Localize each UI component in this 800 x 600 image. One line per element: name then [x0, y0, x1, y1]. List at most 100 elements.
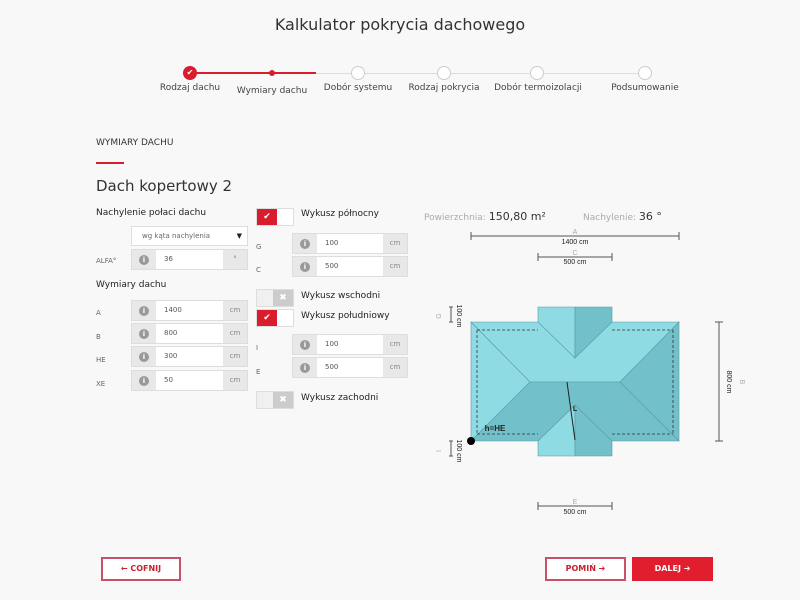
next-button[interactable]: DALEJ ➔	[632, 557, 713, 581]
field-label: B	[96, 333, 101, 341]
dim-g-letter: G	[436, 313, 443, 318]
step-label[interactable]: Wymiary dachu	[236, 86, 308, 96]
slope-label: Nachylenie połaci dachu	[96, 208, 207, 218]
info-icon[interactable]: i	[132, 371, 156, 390]
page-title: Kalkulator pokrycia dachowego	[274, 15, 526, 34]
step-dot[interactable]	[530, 66, 544, 80]
info-icon[interactable]: i	[293, 257, 317, 276]
info-icon[interactable]: i	[132, 324, 156, 343]
g-field[interactable]: i 100 cm	[292, 233, 408, 254]
alfa-label: ALFA°	[96, 257, 117, 265]
step-label: Rodzaj pokrycia	[408, 83, 480, 93]
e-field[interactable]: i 500 cm	[292, 357, 408, 378]
field-label: I	[256, 344, 259, 352]
he-input[interactable]: 300	[164, 352, 178, 360]
dims-label: Wymiary dachu	[96, 280, 167, 290]
step-check-icon[interactable]: ✔	[183, 66, 197, 80]
step-dot[interactable]	[351, 66, 365, 80]
north-dormer-toggle[interactable]: ✔	[256, 208, 294, 226]
area-value: 150,80 m²	[488, 210, 546, 223]
xe-field[interactable]: i 50 cm	[131, 370, 248, 391]
south-dormer-toggle[interactable]: ✔	[256, 309, 294, 327]
north-dormer-label: Wykusz północny	[301, 209, 379, 219]
field-label: E	[256, 368, 261, 376]
info-icon[interactable]: i	[132, 250, 156, 269]
slope-summary: Nachylenie: 36 °	[583, 210, 662, 223]
dim-e-letter: E	[573, 499, 578, 506]
b-input[interactable]: 800	[164, 329, 178, 337]
unit: cm	[223, 371, 247, 390]
dim-c-letter: C	[572, 250, 577, 257]
caret-down-icon: ▼	[236, 232, 242, 240]
x-icon: ✖	[273, 392, 293, 408]
i-field[interactable]: i 100 cm	[292, 334, 408, 355]
he-field[interactable]: i 300 cm	[131, 346, 248, 367]
east-dormer-label: Wykusz wschodni	[301, 291, 381, 301]
south-dormer-east	[574, 404, 613, 457]
info-icon[interactable]: i	[132, 347, 156, 366]
skip-button[interactable]: POMIŃ ➔	[545, 557, 626, 581]
west-dormer-toggle[interactable]: ✖	[256, 391, 294, 409]
unit: cm	[383, 358, 407, 377]
dim-b-letter: B	[738, 380, 745, 385]
info-icon[interactable]: i	[132, 301, 156, 320]
field-label: A	[96, 309, 101, 317]
info-icon[interactable]: i	[293, 358, 317, 377]
check-icon: ✔	[257, 310, 277, 326]
field-label: C	[256, 266, 261, 274]
alfa-input[interactable]: 36	[164, 255, 173, 263]
step-label: Podsumowanie	[611, 83, 679, 93]
info-icon[interactable]: i	[293, 335, 317, 354]
field-label: XE	[96, 380, 106, 388]
unit: °	[223, 250, 247, 269]
step-current-dot[interactable]	[269, 70, 275, 76]
field-label: G	[256, 243, 262, 251]
x-icon: ✖	[273, 290, 293, 306]
xe-input[interactable]: 50	[164, 376, 173, 384]
a-input[interactable]: 1400	[164, 306, 182, 314]
north-dormer-east	[574, 306, 613, 359]
check-icon: ✔	[257, 209, 277, 225]
dim-c-value: 500 cm	[564, 259, 587, 266]
a-field[interactable]: i 1400 cm	[131, 300, 248, 321]
step-label[interactable]: Rodzaj dachu	[159, 83, 221, 93]
info-icon[interactable]: i	[293, 234, 317, 253]
slope-select[interactable]: wg kąta nachylenia ▼	[131, 226, 248, 246]
step-label: Dobór systemu	[323, 83, 393, 93]
area-summary: Powierzchnia: 150,80 m²	[424, 210, 546, 223]
alfa-field[interactable]: i 36 °	[131, 249, 248, 270]
g-input[interactable]: 100	[325, 239, 339, 247]
c-input[interactable]: 500	[325, 262, 339, 270]
dim-g-value: 100 cm	[455, 305, 462, 328]
i-input[interactable]: 100	[325, 340, 339, 348]
roof-title: Dach kopertowy 2	[96, 177, 233, 195]
west-dormer-label: Wykusz zachodni	[301, 393, 379, 403]
unit: cm	[223, 324, 247, 343]
south-dormer-label: Wykusz południowy	[301, 311, 390, 321]
dim-b-value: 800 cm	[725, 371, 732, 394]
b-field[interactable]: i 800 cm	[131, 323, 248, 344]
dim-a-value: 1400 cm	[562, 239, 589, 246]
unit: cm	[383, 257, 407, 276]
step-dot[interactable]	[437, 66, 451, 80]
dim-e-value: 500 cm	[564, 509, 587, 516]
c-field[interactable]: i 500 cm	[292, 256, 408, 277]
dim-i-value: 100 cm	[455, 440, 462, 463]
slope-value: 36 °	[638, 210, 662, 223]
step-dot[interactable]	[638, 66, 652, 80]
section-underline	[96, 162, 124, 164]
dimension-lines	[449, 232, 723, 510]
east-dormer-toggle[interactable]: ✖	[256, 289, 294, 307]
corner-marker	[467, 437, 475, 445]
unit: cm	[223, 347, 247, 366]
back-button[interactable]: ← COFNIJ	[101, 557, 181, 581]
step-label: Dobór termoizolacji	[494, 83, 582, 93]
dim-a-letter: A	[573, 229, 578, 236]
unit: cm	[383, 335, 407, 354]
progress-done	[190, 72, 316, 74]
ridge-l-label: L	[573, 406, 578, 413]
height-label: h=HE	[485, 424, 506, 433]
unit: cm	[383, 234, 407, 253]
e-input[interactable]: 500	[325, 363, 339, 371]
